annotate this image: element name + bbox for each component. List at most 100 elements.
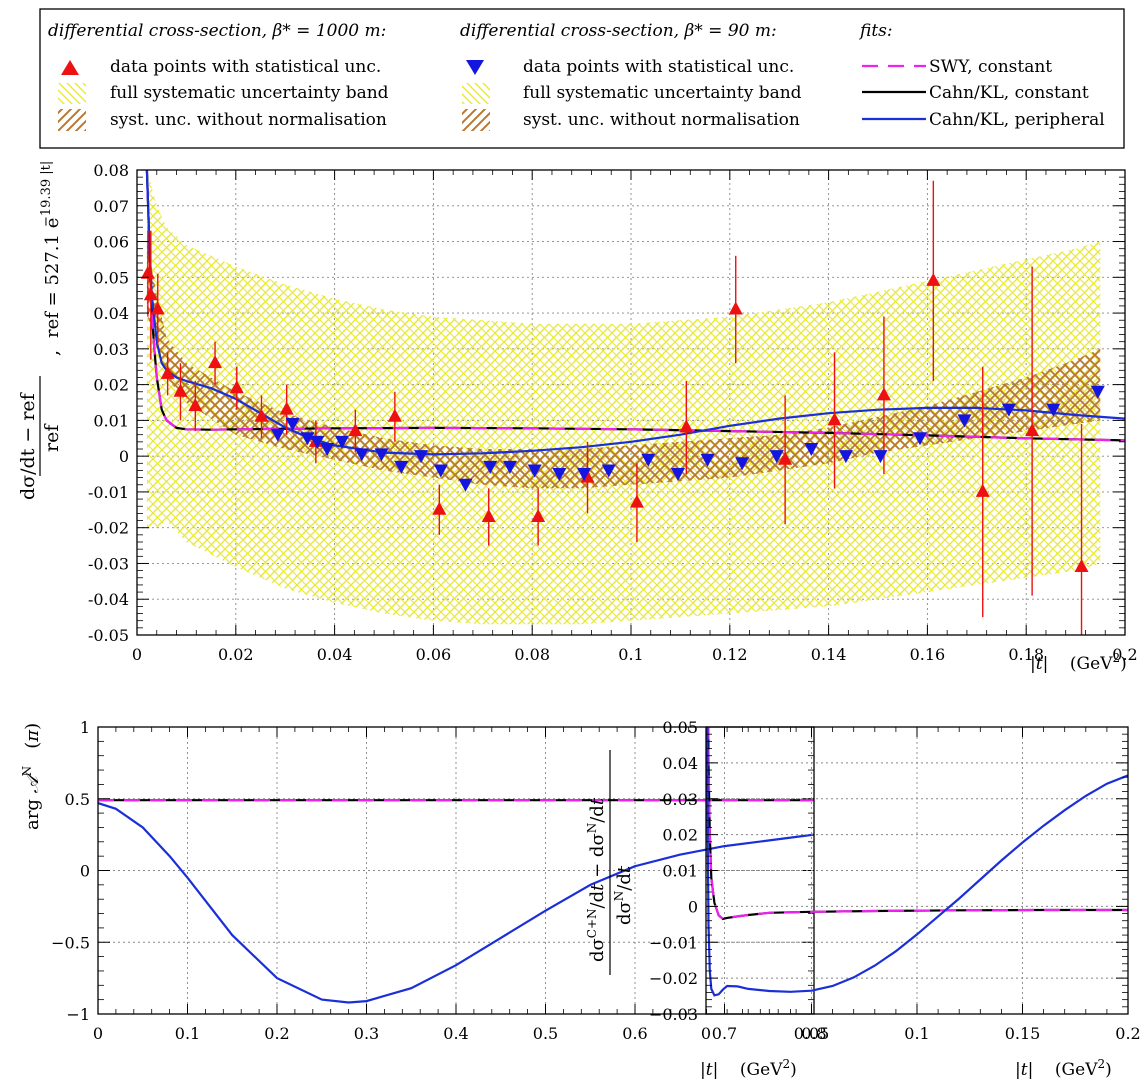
- legend-full-band-swatch: [58, 83, 86, 104]
- beta1000-data-point: [778, 451, 793, 465]
- phase-ytick-label: 0.5: [65, 790, 90, 809]
- main-ytick-label: 0.05: [93, 268, 129, 287]
- beta90-data-point: [873, 450, 888, 464]
- main-ytick-label: 0.07: [93, 197, 129, 216]
- phase-xtick-label: 0.4: [443, 1024, 468, 1043]
- interference-ytick-label: 0: [688, 897, 698, 916]
- main-ytick-label: 0.08: [93, 161, 129, 180]
- beta90-data-point: [735, 457, 750, 471]
- phase-fit-cahn-kl-peripheral: [98, 802, 814, 1004]
- phase-xtick-label: 0.2: [264, 1024, 289, 1043]
- interference-ytick-label: −0.01: [649, 933, 698, 952]
- beta1000-data-point: [975, 483, 990, 497]
- main-fit-swy-constant: [145, 170, 1125, 442]
- beta90-data-point: [394, 460, 409, 474]
- main-ylabel-numerator: dσ/dt − ref: [17, 391, 39, 500]
- main-ytick-label: -0.05: [88, 626, 129, 645]
- beta1000-data-point: [150, 301, 165, 315]
- phase-plot: 0 0.1 0.2 0.3 0.4 0.5 0.6 0.7 0.8 −1 −0.5 0 0.5 1 arg…: [20, 718, 827, 1080]
- main-ytick-label: 0.04: [93, 304, 129, 323]
- phase-ytick-label: 0: [80, 862, 90, 881]
- interference-ytick-label: 0.01: [662, 862, 698, 881]
- beta90-data-point: [957, 414, 972, 428]
- legend-triangle-up-marker: [61, 60, 79, 75]
- main-plot: 0 0.02 0.04 0.06 0.08 0.1 0.12 0.14 0.16 0.18 0.2 -…: [17, 161, 1138, 674]
- interference-grid: [706, 727, 1128, 1014]
- beta1000-data-point: [173, 383, 188, 397]
- interference-ytick-label: 0.04: [662, 754, 698, 773]
- main-xtick-label: 0.04: [317, 645, 353, 664]
- main-ytick-label: -0.01: [88, 483, 129, 502]
- phase-xtick-label: 0.1: [175, 1024, 200, 1043]
- legend-col1-item2: full systematic uncertainty band: [110, 83, 389, 103]
- phase-xtick-label: 0.5: [533, 1024, 558, 1043]
- phase-y-label: arg 𝒜N (π): [20, 723, 43, 830]
- beta90-data-point: [1046, 403, 1061, 417]
- legend-col2-header: differential cross-section, β* = 90 m:: [460, 21, 777, 41]
- main-ytick-label: 0: [119, 447, 129, 466]
- phase-xtick-label: 0.7: [712, 1024, 737, 1043]
- main-ytick-label: -0.02: [88, 519, 129, 538]
- interference-xtick-label: 0.15: [1005, 1024, 1041, 1043]
- interference-ytick-label: 0.02: [662, 826, 698, 845]
- phase-fit-curves: [98, 799, 814, 1004]
- beta90-data-point: [838, 450, 853, 464]
- beta1000-data-point: [208, 355, 223, 369]
- beta90-data-point: [483, 460, 498, 474]
- legend: differential cross-section, β* = 1000 m:…: [39, 8, 1125, 149]
- beta1000-data-point: [679, 419, 694, 433]
- interference-ylabel-numerator: dσC+N/dt − dσN/dt: [585, 797, 608, 962]
- main-ylabel-comma: ,: [41, 350, 63, 356]
- beta90-data-point: [335, 435, 350, 449]
- interference-ytick-label: 0.05: [662, 718, 698, 737]
- beta90-data-point: [320, 443, 335, 456]
- main-xtick-label: 0.1: [618, 645, 643, 664]
- beta90-data-point: [433, 464, 448, 478]
- main-data-points: [140, 180, 1105, 635]
- beta1000-data-point: [387, 408, 402, 422]
- beta90-data-point: [374, 448, 389, 462]
- phase-xtick-label: 0: [93, 1024, 103, 1043]
- legend-norm-band-swatch: [58, 109, 86, 131]
- beta90-data-point: [1001, 403, 1016, 417]
- beta90-data-point: [700, 453, 715, 467]
- legend-col1-header: differential cross-section, β* = 1000 m:: [48, 21, 386, 41]
- phase-ticks: 0 0.1 0.2 0.3 0.4 0.5 0.6 0.7 0.8 −1 −0.5 0 0.5 1: [51, 718, 827, 1043]
- beta1000-data-point: [229, 380, 244, 394]
- interference-ytick-label: 0.03: [662, 790, 698, 809]
- phase-xtick-label: 0.3: [354, 1024, 379, 1043]
- interference-xtick-label: 0: [701, 1024, 711, 1043]
- main-ytick-label: 0.02: [93, 376, 129, 395]
- legend-col2-item3: syst. unc. without normalisation: [523, 110, 800, 130]
- main-ytick-label: 0.06: [93, 233, 129, 252]
- beta1000-data-point: [432, 501, 447, 515]
- interference-x-label: |t| (GeV2): [1015, 1057, 1112, 1080]
- phase-ytick-label: −0.5: [51, 933, 90, 952]
- legend-col2-item2: full systematic uncertainty band: [523, 83, 802, 103]
- legend-col1-item3: syst. unc. without normalisation: [110, 110, 387, 130]
- beta1000-data-point: [531, 508, 546, 522]
- legend-norm-band-swatch-2: [462, 109, 490, 131]
- beta1000-data-point: [926, 272, 941, 286]
- beta1000-data-point: [348, 423, 363, 437]
- main-ylabel-denominator: ref: [41, 423, 63, 452]
- beta90-data-point: [310, 435, 325, 449]
- interference-xtick-label: 0.05: [794, 1024, 830, 1043]
- legend-col1-item1: data points with statistical unc.: [110, 57, 381, 77]
- main-ylabel-ref: ref = 527.1 e: [42, 218, 63, 338]
- interference-ylabel-denominator: dσN/dt: [612, 865, 635, 925]
- main-xtick-label: 0.14: [811, 645, 847, 664]
- beta90-data-point: [641, 453, 656, 467]
- beta90-data-point: [270, 428, 285, 442]
- phase-xtick-label: 0.6: [622, 1024, 647, 1043]
- beta90-data-point: [300, 432, 315, 446]
- beta90-data-point: [1090, 385, 1105, 399]
- interference-ytick-label: −0.03: [649, 1005, 698, 1024]
- interference-xtick-label: 0.2: [1115, 1024, 1140, 1043]
- legend-frame: [39, 8, 1125, 149]
- main-xtick-label: 0.18: [1008, 645, 1044, 664]
- beta1000-data-point: [1074, 559, 1089, 573]
- beta90-data-point: [354, 448, 369, 462]
- beta1000-data-point: [143, 287, 158, 301]
- interference-ytick-label: −0.02: [649, 969, 698, 988]
